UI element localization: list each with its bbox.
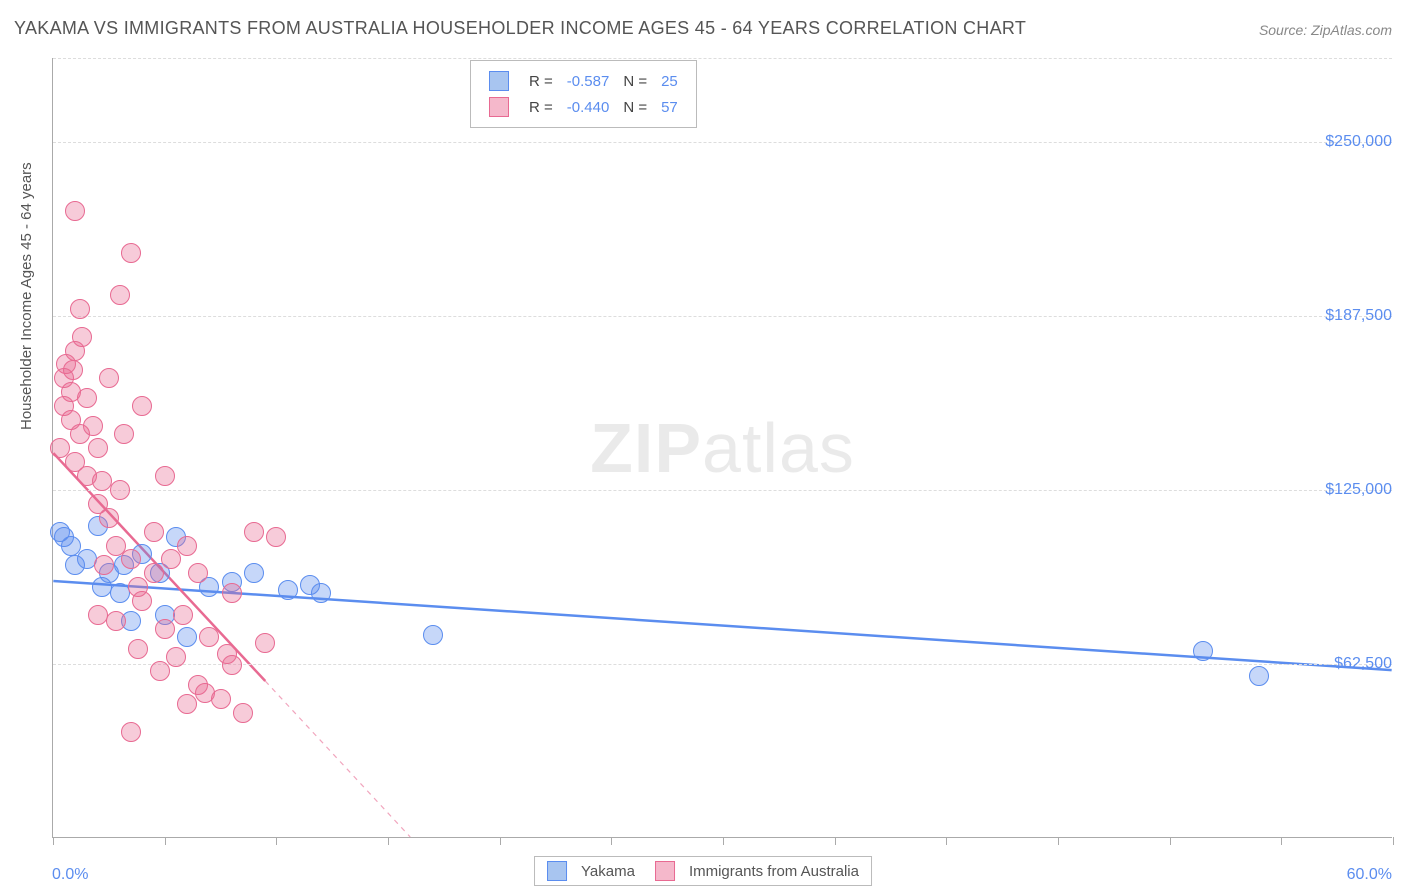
data-point — [121, 549, 141, 569]
data-point — [155, 619, 175, 639]
legend-swatch — [489, 97, 509, 117]
gridline — [53, 316, 1392, 317]
data-point — [195, 683, 215, 703]
correlation-chart: YAKAMA VS IMMIGRANTS FROM AUSTRALIA HOUS… — [0, 0, 1406, 892]
data-point — [121, 722, 141, 742]
chart-title: YAKAMA VS IMMIGRANTS FROM AUSTRALIA HOUS… — [14, 18, 1026, 39]
stats-legend-row: R = -0.440 N = 57 — [483, 95, 684, 119]
legend-swatch — [655, 861, 675, 881]
gridline — [53, 490, 1392, 491]
data-point — [72, 327, 92, 347]
data-point — [88, 438, 108, 458]
data-point — [177, 536, 197, 556]
x-tick — [388, 837, 389, 845]
x-axis-label: 60.0% — [1347, 866, 1392, 884]
data-point — [266, 527, 286, 547]
trend-lines — [53, 58, 1392, 837]
data-point — [1249, 666, 1269, 686]
data-point — [177, 627, 197, 647]
data-point — [65, 201, 85, 221]
r-value: -0.440 — [561, 95, 616, 119]
y-tick-label: $250,000 — [1325, 133, 1392, 151]
data-point — [177, 694, 197, 714]
x-tick — [611, 837, 612, 845]
x-tick — [165, 837, 166, 845]
y-tick-label: $62,500 — [1334, 655, 1392, 673]
n-value: 57 — [655, 95, 684, 119]
data-point — [217, 644, 237, 664]
data-point — [311, 583, 331, 603]
data-point — [132, 396, 152, 416]
data-point — [233, 703, 253, 723]
data-point — [94, 555, 114, 575]
x-tick — [1393, 837, 1394, 845]
y-tick-label: $125,000 — [1325, 481, 1392, 499]
data-point — [255, 633, 275, 653]
data-point — [70, 299, 90, 319]
data-point — [83, 416, 103, 436]
gridline — [53, 664, 1392, 665]
legend-swatch — [489, 71, 509, 91]
n-label: N = — [617, 95, 653, 119]
data-point — [110, 480, 130, 500]
data-point — [114, 424, 134, 444]
data-point — [144, 563, 164, 583]
stats-legend: R = -0.587 N = 25 R = -0.440 N = 57 — [470, 60, 697, 128]
data-point — [244, 563, 264, 583]
data-point — [121, 243, 141, 263]
data-point — [132, 591, 152, 611]
x-tick — [500, 837, 501, 845]
plot-area: ZIPatlas — [52, 58, 1392, 838]
x-tick — [53, 837, 54, 845]
watermark: ZIPatlas — [590, 408, 855, 488]
x-axis-label: 0.0% — [52, 866, 88, 884]
legend-item: Immigrants from Australia — [655, 861, 859, 881]
data-point — [188, 563, 208, 583]
n-label: N = — [617, 69, 653, 93]
stats-legend-row: R = -0.587 N = 25 — [483, 69, 684, 93]
data-point — [106, 611, 126, 631]
x-tick — [835, 837, 836, 845]
data-point — [1193, 641, 1213, 661]
x-tick — [1170, 837, 1171, 845]
data-point — [110, 285, 130, 305]
legend-label: Yakama — [581, 863, 635, 880]
data-point — [222, 583, 242, 603]
data-point — [99, 368, 119, 388]
legend-label: Immigrants from Australia — [689, 863, 859, 880]
r-value: -0.587 — [561, 69, 616, 93]
data-point — [161, 549, 181, 569]
legend-item: Yakama — [547, 861, 635, 881]
gridline — [53, 58, 1392, 59]
data-point — [155, 466, 175, 486]
data-point — [144, 522, 164, 542]
x-tick — [946, 837, 947, 845]
data-point — [199, 627, 219, 647]
y-axis-label: Householder Income Ages 45 - 64 years — [18, 162, 35, 430]
data-point — [166, 647, 186, 667]
data-point — [150, 661, 170, 681]
series-legend: Yakama Immigrants from Australia — [534, 856, 872, 886]
data-point — [278, 580, 298, 600]
x-tick — [1281, 837, 1282, 845]
data-point — [128, 639, 148, 659]
data-point — [423, 625, 443, 645]
data-point — [77, 388, 97, 408]
x-tick — [723, 837, 724, 845]
data-point — [244, 522, 264, 542]
gridline — [53, 142, 1392, 143]
data-point — [63, 360, 83, 380]
data-point — [99, 508, 119, 528]
r-label: R = — [523, 69, 559, 93]
legend-swatch — [547, 861, 567, 881]
x-tick — [1058, 837, 1059, 845]
y-tick-label: $187,500 — [1325, 307, 1392, 325]
data-point — [173, 605, 193, 625]
source-attribution: Source: ZipAtlas.com — [1259, 22, 1392, 38]
r-label: R = — [523, 95, 559, 119]
n-value: 25 — [655, 69, 684, 93]
x-tick — [276, 837, 277, 845]
